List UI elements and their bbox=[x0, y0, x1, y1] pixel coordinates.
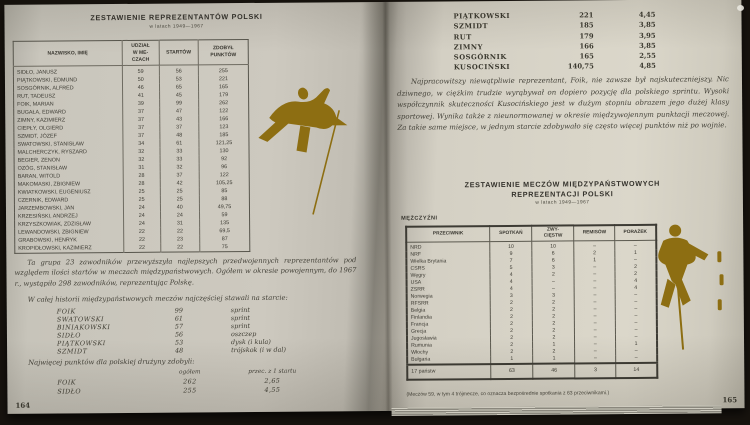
col-header-meetings: SPOTKAŃ bbox=[489, 225, 533, 242]
paragraph-top-scorers: Najwięcej punktów dla polskiej drużyny z… bbox=[28, 357, 195, 367]
paragraph-group-summary: Ta grupa 23 zawodników przewyższyła najl… bbox=[14, 256, 357, 288]
starter-count: 48 bbox=[175, 346, 184, 355]
points-continuation-list: PIĄTKOWSKI 221 4,45 SZMIDT 185 3,85 RUT … bbox=[453, 10, 663, 73]
col-header-starts: STARTÓW bbox=[158, 39, 199, 66]
most-starts-list: FOIK 99 sprint SWATOWSKI 61 sprint BINIA… bbox=[57, 305, 347, 356]
total-meetings: 63 bbox=[490, 363, 534, 380]
total-wins: 46 bbox=[533, 363, 576, 379]
points-total: 166 bbox=[579, 42, 594, 51]
photo-artifact-speck bbox=[737, 5, 744, 11]
opponent-draws: – bbox=[574, 240, 615, 251]
athlete-name: KROPIDŁOWSKI, KAZIMIERZ bbox=[18, 245, 92, 253]
pole-vaulter-illustration bbox=[658, 224, 724, 350]
left-page-subtitle: w latach 1949—1967 bbox=[149, 24, 204, 30]
section-label-men: MĘŻCZYŹNI bbox=[401, 215, 438, 222]
top-scorers-rows: FOIK 262 2,65 SIDŁO 255 4,55 bbox=[57, 376, 327, 396]
opponent-meetings: 10 bbox=[489, 241, 533, 252]
open-book-spread: ZESTAWIENIE REPREZENTANTÓW POLSKI w lata… bbox=[4, 0, 745, 414]
points-total: 185 bbox=[579, 21, 594, 30]
paragraph-most-starts: W całej historii międzypaństwowych meczó… bbox=[27, 293, 288, 304]
right-page-number: 165 bbox=[722, 395, 738, 405]
col-header-name: NAZWISKO, IMIĘ bbox=[13, 40, 123, 67]
representatives-table-body: SIDŁO, JANUSZ 59 56 255 PIĄTKOWSKI, EDMU… bbox=[13, 64, 250, 254]
javelin-thrower-illustration bbox=[258, 87, 348, 215]
representatives-table-header: NAZWISKO, IMIĘ UDZIAŁ W ME- CZACH STARTÓ… bbox=[13, 39, 249, 67]
left-page-title: ZESTAWIENIE REPREZENTANTÓW POLSKI bbox=[90, 11, 263, 23]
points-row: KUSOCIŃSKI 140,75 4,85 bbox=[454, 61, 664, 73]
total-losses: 14 bbox=[615, 362, 658, 379]
col-header-points: ZDOBYŁ PUNKTÓW bbox=[198, 39, 249, 66]
points-athlete-name: KUSOCIŃSKI bbox=[453, 63, 511, 72]
points-total: 221 bbox=[579, 11, 594, 20]
athlete-matches: 22 bbox=[123, 235, 161, 245]
athlete-matches: 22 bbox=[123, 227, 161, 237]
scorer-average: 4,55 bbox=[264, 385, 281, 394]
opponent-wins: 10 bbox=[532, 240, 575, 251]
col-header-matches: UDZIAŁ W ME- CZACH bbox=[122, 40, 160, 66]
athlete-matches: 32 bbox=[122, 155, 160, 165]
athlete-matches: 28 bbox=[123, 171, 160, 181]
points-total: 165 bbox=[579, 52, 594, 61]
athlete-matches: 28 bbox=[123, 179, 160, 189]
points-average: 3,85 bbox=[638, 21, 656, 30]
scorer-total: 255 bbox=[183, 386, 197, 395]
matches-table-body: NRD 10 10 – – NRF 9 6 2 1 Wielka Brytani… bbox=[406, 240, 658, 365]
scorer-row: SIDŁO 255 4,55 bbox=[57, 385, 327, 396]
right-page: PIĄTKOWSKI 221 4,45 SZMIDT 185 3,85 RUT … bbox=[383, 0, 744, 411]
total-draws: 3 bbox=[575, 363, 616, 379]
table-footnote: (Meczów 59, w tym 4 trójmecze, co oznacz… bbox=[406, 390, 610, 398]
points-total: 179 bbox=[579, 31, 594, 40]
matches-table-total: 17 państw 63 46 3 14 bbox=[407, 362, 658, 380]
athlete-matches: 24 bbox=[123, 211, 161, 221]
matches-subtitle: w latach 1949—1967 bbox=[535, 200, 590, 206]
page-edges bbox=[391, 405, 722, 416]
col-header-opponent: PRZECIWNIK bbox=[406, 226, 490, 243]
left-page: ZESTAWIENIE REPREZENTANTÓW POLSKI w lata… bbox=[4, 2, 386, 414]
athlete-matches: 25 bbox=[123, 195, 161, 205]
athlete-starts: 56 bbox=[159, 65, 199, 76]
representative-row: KROPIDŁOWSKI, KAZIMIERZ 22 22 75 bbox=[15, 243, 250, 253]
representatives-table: NAZWISKO, IMIĘ UDZIAŁ W ME- CZACH STARTÓ… bbox=[12, 38, 251, 255]
athlete-matches: 31 bbox=[123, 163, 160, 173]
athlete-points: 75 bbox=[199, 243, 250, 253]
starter-discipline: trójskok (i w dal) bbox=[231, 345, 286, 355]
points-average: 4,85 bbox=[639, 62, 656, 71]
athlete-matches: 24 bbox=[123, 219, 161, 229]
points-average: 3,85 bbox=[639, 41, 656, 50]
athlete-starts: 22 bbox=[160, 243, 200, 253]
points-average: 4,45 bbox=[638, 10, 656, 19]
total-row: 17 państw 63 46 3 14 bbox=[407, 362, 658, 380]
athlete-points: 255 bbox=[198, 64, 249, 76]
total-label: 17 państw bbox=[411, 368, 436, 375]
international-matches-table: PRZECIWNIK SPOTKAŃ ZWY- CIĘSTW REMISÓW P… bbox=[405, 223, 659, 381]
top-scorers-list: ogółem przec. z 1 startu FOIK 262 2,65 S… bbox=[57, 367, 327, 396]
col-header-wins: ZWY- CIĘSTW bbox=[532, 225, 575, 242]
matches-title-line2: REPREZENTACJI POLSKI bbox=[511, 189, 614, 199]
athlete-matches: 24 bbox=[123, 203, 161, 213]
starter-name: SZMIDT bbox=[57, 347, 88, 356]
points-average: 3,95 bbox=[639, 31, 656, 40]
athlete-matches: 59 bbox=[122, 65, 160, 77]
paragraph-commentary: Najpracowitszy niewątpliwie reprezentant… bbox=[397, 75, 730, 132]
athlete-matches: 25 bbox=[123, 187, 161, 197]
starter-row: SZMIDT 48 trójskok (i w dal) bbox=[57, 345, 347, 356]
left-page-number: 164 bbox=[15, 400, 31, 410]
points-total: 140,75 bbox=[567, 62, 594, 71]
athlete-matches: 22 bbox=[123, 243, 161, 253]
scorer-name: SIDŁO bbox=[57, 387, 81, 396]
col-header-draws: REMISÓW bbox=[573, 225, 615, 241]
points-average: 2,55 bbox=[639, 51, 656, 61]
